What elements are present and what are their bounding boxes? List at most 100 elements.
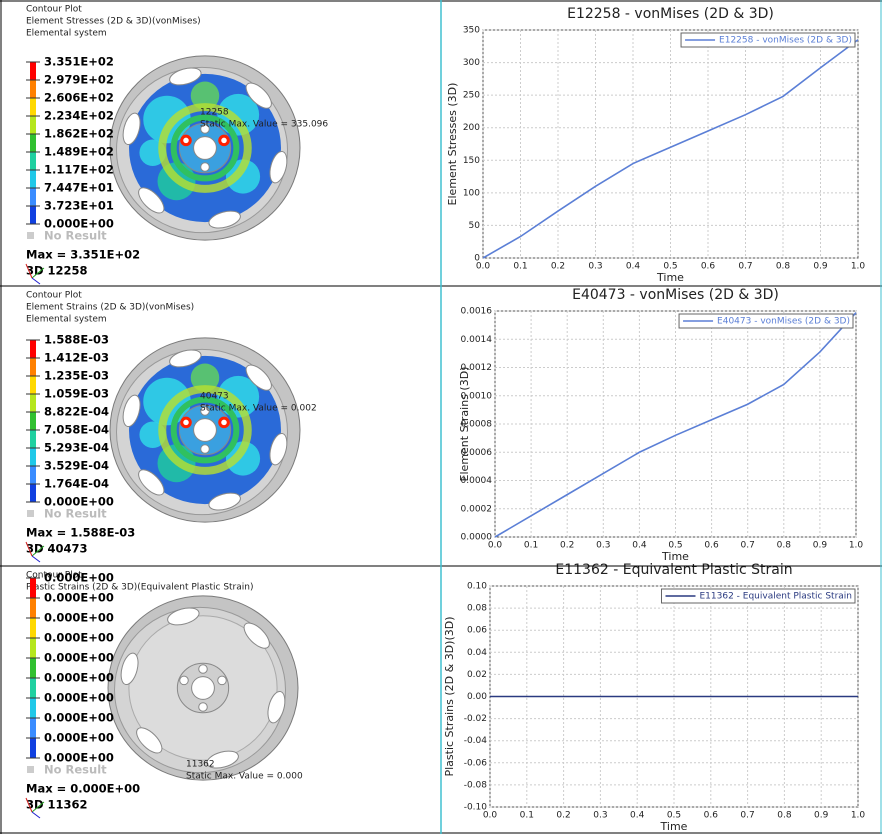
x-axis-label: Time xyxy=(660,820,688,833)
x-tick-label: 0.9 xyxy=(813,262,828,272)
colorbar-segment xyxy=(30,80,36,98)
y-tick-label: 0.02 xyxy=(467,670,487,680)
x-tick-label: 0.5 xyxy=(668,541,682,551)
legend-value: 0.000E+00 xyxy=(44,711,114,725)
legend-value: 1.235E-03 xyxy=(44,369,109,383)
y-tick-label: 0.08 xyxy=(467,604,487,614)
colorbar-segment xyxy=(30,376,36,394)
y-tick-label: -0.02 xyxy=(464,714,487,724)
colorbar-segment xyxy=(30,188,36,206)
legend: E12258 - vonMises (2D & 3D) xyxy=(681,33,855,47)
legend-value: 0.000E+00 xyxy=(44,691,114,705)
colorbar-segment xyxy=(30,152,36,170)
x-tick-label: 0.7 xyxy=(738,262,752,272)
no-result: No Result xyxy=(44,229,107,243)
panel-result: Element Strains (2D & 3D)(vonMises) xyxy=(26,303,194,313)
legend-value: 5.293E-04 xyxy=(44,441,109,455)
hub-hole xyxy=(192,677,215,700)
x-tick-label: 0.9 xyxy=(814,811,829,821)
node-label: 12258 xyxy=(200,108,229,118)
lug-hole xyxy=(201,445,210,454)
legend-value: 1.489E+02 xyxy=(44,145,114,159)
y-tick-label: 0.0000 xyxy=(461,533,493,543)
lug-hole xyxy=(180,676,189,685)
chart-title: E11362 - Equivalent Plastic Strain xyxy=(555,562,792,578)
legend-value: 1.588E-03 xyxy=(44,333,109,347)
legend-value: 0.000E+00 xyxy=(44,651,114,665)
x-tick-label: 1.0 xyxy=(849,541,864,551)
x-tick-label: 0.4 xyxy=(632,541,647,551)
y-axis-label: Plastic Strains (2D & 3D)(3D) xyxy=(443,616,456,776)
no-result-swatch xyxy=(27,766,34,773)
colorbar-segment xyxy=(30,98,36,116)
legend-value: 0.000E+00 xyxy=(44,631,114,645)
x-tick-label: 0.2 xyxy=(556,811,570,821)
x-tick-label: 0.1 xyxy=(513,262,527,272)
max-label: Max = 3.351E+02 xyxy=(26,248,140,262)
screen: Contour PlotElement Stresses (2D & 3D)(v… xyxy=(0,0,882,834)
colorbar-segment xyxy=(30,578,36,598)
x-tick-label: 0.3 xyxy=(593,811,607,821)
node-label: 40473 xyxy=(200,392,229,402)
x-tick-label: 0.8 xyxy=(777,541,792,551)
y-tick-label: 0.00 xyxy=(467,692,487,702)
node-label: 11362 xyxy=(186,760,215,770)
panel-title: Contour Plot xyxy=(26,291,82,301)
legend: E11362 - Equivalent Plastic Strain xyxy=(662,589,856,603)
colorbar-segment xyxy=(30,598,36,618)
x-tick-label: 0.5 xyxy=(667,811,681,821)
x-tick-label: 0.7 xyxy=(740,811,754,821)
x-tick-label: 0.7 xyxy=(741,541,755,551)
legend-label: E12258 - vonMises (2D & 3D) xyxy=(719,36,852,46)
x-tick-label: 0.3 xyxy=(588,262,602,272)
lug-hole xyxy=(182,418,191,427)
hub-hole xyxy=(194,137,217,160)
x-tick-label: 0.1 xyxy=(520,811,534,821)
y-tick-label: -0.04 xyxy=(464,736,488,746)
panel-title: Contour Plot xyxy=(26,5,82,15)
y-tick-label: 100 xyxy=(463,188,480,198)
lug-hole xyxy=(199,665,208,674)
lug-hole xyxy=(199,703,208,712)
max-label: Max = 1.588E-03 xyxy=(26,526,135,540)
chart-title: E40473 - vonMises (2D & 3D) xyxy=(572,287,779,303)
no-result: No Result xyxy=(44,507,107,521)
y-tick-label: 350 xyxy=(463,26,480,36)
lug-hole xyxy=(182,136,191,145)
colorbar-segment xyxy=(30,340,36,358)
x-tick-label: 0.2 xyxy=(551,262,565,272)
x-tick-label: 0.4 xyxy=(626,262,641,272)
legend: E40473 - vonMises (2D & 3D) xyxy=(679,314,853,328)
y-tick-label: 0.06 xyxy=(467,626,487,636)
x-tick-label: 0.9 xyxy=(813,541,828,551)
y-tick-label: 0.10 xyxy=(467,582,487,592)
no-result-swatch xyxy=(27,232,34,239)
legend-value: 0.000E+00 xyxy=(44,671,114,685)
legend-value: 7.058E-04 xyxy=(44,423,109,437)
legend-value: 2.979E+02 xyxy=(44,73,114,87)
y-tick-label: 250 xyxy=(463,91,480,101)
legend-value: 1.412E-03 xyxy=(44,351,109,365)
y-tick-label: 0 xyxy=(474,254,480,264)
y-tick-label: 300 xyxy=(463,58,480,68)
no-result: No Result xyxy=(44,763,107,777)
colorbar-segment xyxy=(30,358,36,376)
x-axis-label: Time xyxy=(656,271,684,284)
y-tick-label: 0.0016 xyxy=(461,307,493,317)
panel-system: Elemental system xyxy=(26,315,107,325)
y-tick-label: -0.08 xyxy=(464,780,488,790)
lug-hole xyxy=(218,676,227,685)
x-tick-label: 0.8 xyxy=(776,262,791,272)
colorbar-segment xyxy=(30,698,36,718)
colorbar-segment xyxy=(30,170,36,188)
legend-value: 0.000E+00 xyxy=(44,591,114,605)
legend-value: 2.234E+02 xyxy=(44,109,114,123)
hub-hole xyxy=(194,419,217,442)
legend-value: 0.000E+00 xyxy=(44,731,114,745)
legend-label: E40473 - vonMises (2D & 3D) xyxy=(717,317,850,327)
colorbar-segment xyxy=(30,116,36,134)
x-tick-label: 0.8 xyxy=(777,811,792,821)
legend-value: 3.723E+01 xyxy=(44,199,114,213)
y-tick-label: 50 xyxy=(469,221,481,231)
y-tick-label: -0.06 xyxy=(464,758,488,768)
